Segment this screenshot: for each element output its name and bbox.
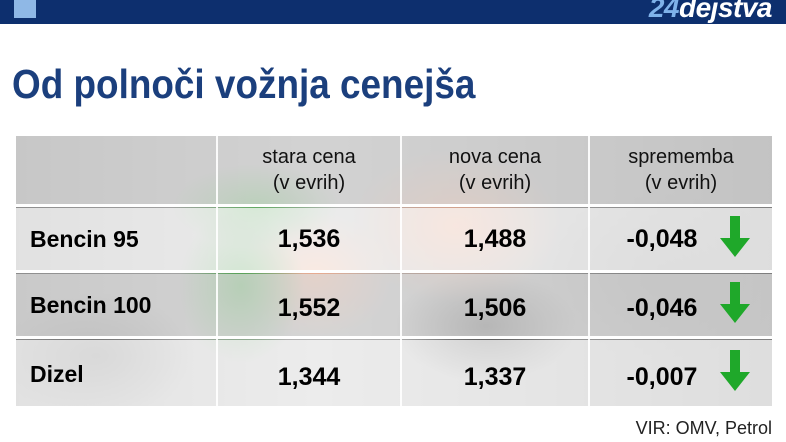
table-row [16, 208, 772, 270]
column-header-line: (v evrih) [458, 172, 532, 194]
column-header-old-price: stara cena (v evrih) [218, 136, 400, 204]
column-divider [216, 136, 218, 406]
column-header-line: nova cena [448, 146, 542, 168]
column-divider [400, 136, 402, 406]
change-cell: -0,007 [626, 363, 698, 391]
source-note: VIR: OMV, Petrol [635, 418, 772, 438]
old-price-cell: 1,552 [277, 294, 341, 322]
column-header-change: sprememba (v evrih) [590, 136, 772, 204]
fuel-label: Bencin 95 [30, 226, 139, 252]
new-price-cell: 1,506 [463, 294, 527, 322]
table-header-row [16, 136, 772, 204]
fuel-label: Dizel [30, 361, 84, 387]
change-cell: -0,048 [626, 225, 698, 253]
header-accent-square [14, 0, 36, 18]
down-arrow-icon [720, 350, 750, 391]
column-header-line: stara cena [262, 146, 356, 168]
row-divider [16, 336, 772, 339]
down-arrow-icon [720, 216, 750, 257]
table-row [16, 340, 772, 406]
column-header-line: sprememba [628, 146, 734, 168]
column-header-line: (v evrih) [272, 172, 346, 194]
new-price-cell: 1,337 [463, 363, 527, 391]
old-price-cell: 1,536 [277, 225, 341, 253]
page-title: Od polnoči vožnja cenejša [12, 61, 476, 107]
fuel-label: Bencin 100 [30, 292, 152, 318]
new-price-cell: 1,488 [463, 225, 527, 253]
column-header-new-price: nova cena (v evrih) [402, 136, 588, 204]
table-row [16, 274, 772, 336]
column-header-line: (v evrih) [644, 172, 718, 194]
brand-word: dejstva [679, 0, 773, 23]
old-price-cell: 1,344 [277, 363, 341, 391]
header-bar: 24dejstva [0, 0, 786, 24]
row-divider [16, 204, 772, 207]
column-divider [588, 136, 590, 406]
brand-number: 24 [648, 0, 680, 23]
change-cell: -0,046 [626, 294, 698, 322]
down-arrow-icon [720, 282, 750, 323]
price-table: stara cena (v evrih) nova cena (v evrih)… [16, 136, 772, 406]
row-divider [16, 270, 772, 273]
brand-logo: 24dejstva [648, 0, 773, 23]
